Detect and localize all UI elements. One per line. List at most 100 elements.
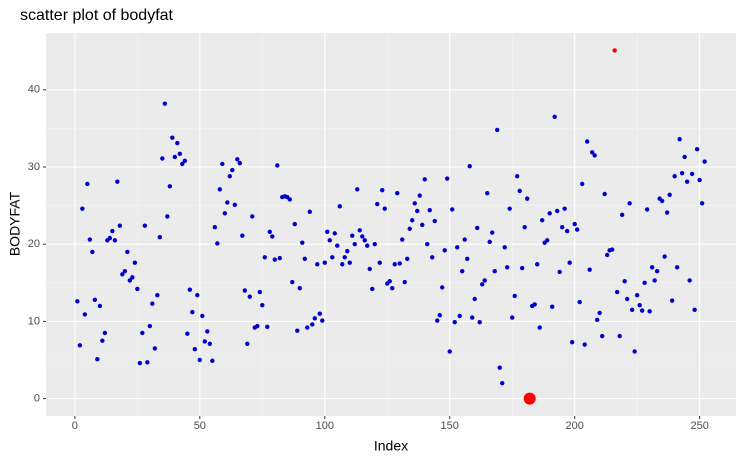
- point: [387, 279, 392, 284]
- point: [210, 358, 215, 363]
- point: [452, 319, 457, 325]
- point: [145, 360, 150, 365]
- point: [212, 225, 218, 230]
- point: [400, 237, 405, 242]
- point: [442, 248, 447, 253]
- point: [130, 275, 135, 280]
- point: [292, 221, 297, 227]
- point: [520, 265, 525, 271]
- panel: [46, 33, 736, 416]
- point: [667, 192, 672, 197]
- point: [242, 288, 248, 293]
- point: [117, 223, 123, 228]
- point: [367, 266, 372, 272]
- point: [325, 229, 330, 235]
- point: [455, 245, 460, 250]
- point: [197, 357, 203, 363]
- point: [492, 269, 497, 274]
- point: [337, 204, 342, 209]
- y-tick-label: 30: [28, 161, 40, 173]
- x-axis-label: Index: [374, 438, 408, 454]
- y-tick-label: 0: [34, 392, 40, 404]
- point: [582, 342, 587, 347]
- point: [260, 302, 265, 308]
- point: [247, 294, 253, 299]
- point: [287, 197, 292, 202]
- point: [634, 292, 640, 298]
- point: [587, 267, 592, 272]
- point: [697, 177, 702, 183]
- point: [322, 260, 327, 265]
- point: [485, 191, 490, 196]
- point: [150, 301, 155, 306]
- point: [75, 299, 80, 304]
- point: [639, 308, 645, 313]
- point: [490, 230, 495, 235]
- x-tick-label: 250: [690, 420, 708, 432]
- point: [77, 343, 83, 348]
- point: [652, 278, 657, 283]
- point: [205, 329, 210, 334]
- point: [632, 349, 637, 354]
- point: [465, 256, 470, 262]
- point: [297, 285, 302, 291]
- point: [342, 255, 347, 260]
- point: [412, 201, 417, 206]
- point: [170, 135, 175, 140]
- point: [357, 228, 362, 233]
- point: [472, 296, 477, 302]
- point: [132, 260, 138, 265]
- point: [594, 317, 600, 323]
- point: [627, 201, 632, 206]
- point: [245, 341, 250, 346]
- point: [417, 193, 422, 198]
- point: [347, 260, 352, 265]
- point: [85, 181, 90, 187]
- point: [564, 228, 570, 234]
- point: [302, 256, 307, 262]
- point: [120, 272, 125, 277]
- point: [577, 299, 582, 305]
- point: [629, 307, 635, 313]
- point: [470, 315, 475, 320]
- point: [467, 164, 472, 169]
- point: [475, 225, 480, 231]
- point: [175, 140, 180, 146]
- point: [102, 330, 108, 336]
- point: [235, 157, 240, 162]
- point: [445, 176, 450, 181]
- point: [345, 248, 350, 254]
- point: [370, 286, 375, 292]
- point: [699, 201, 705, 206]
- point: [220, 161, 225, 167]
- point: [567, 260, 572, 265]
- point: [380, 187, 385, 193]
- point: [537, 325, 542, 330]
- point: [177, 151, 183, 157]
- point: [517, 188, 522, 194]
- point: [272, 257, 277, 262]
- point: [92, 297, 98, 302]
- point: [684, 179, 690, 184]
- point: [195, 292, 200, 298]
- y-tick-label: 40: [28, 84, 40, 96]
- y-tick-label: 10: [28, 315, 40, 327]
- point: [317, 311, 322, 316]
- point: [532, 302, 537, 307]
- point: [617, 333, 622, 339]
- point: [90, 249, 95, 255]
- point: [427, 208, 432, 213]
- point: [515, 174, 520, 179]
- point: [609, 247, 615, 252]
- point: [480, 282, 485, 287]
- point: [572, 221, 577, 227]
- point: [82, 312, 88, 317]
- point: [507, 206, 512, 211]
- point: [140, 330, 145, 336]
- point: [305, 325, 310, 330]
- point: [107, 235, 113, 241]
- point: [232, 202, 238, 208]
- point: [482, 278, 487, 283]
- point: [295, 328, 300, 333]
- point: [332, 231, 337, 236]
